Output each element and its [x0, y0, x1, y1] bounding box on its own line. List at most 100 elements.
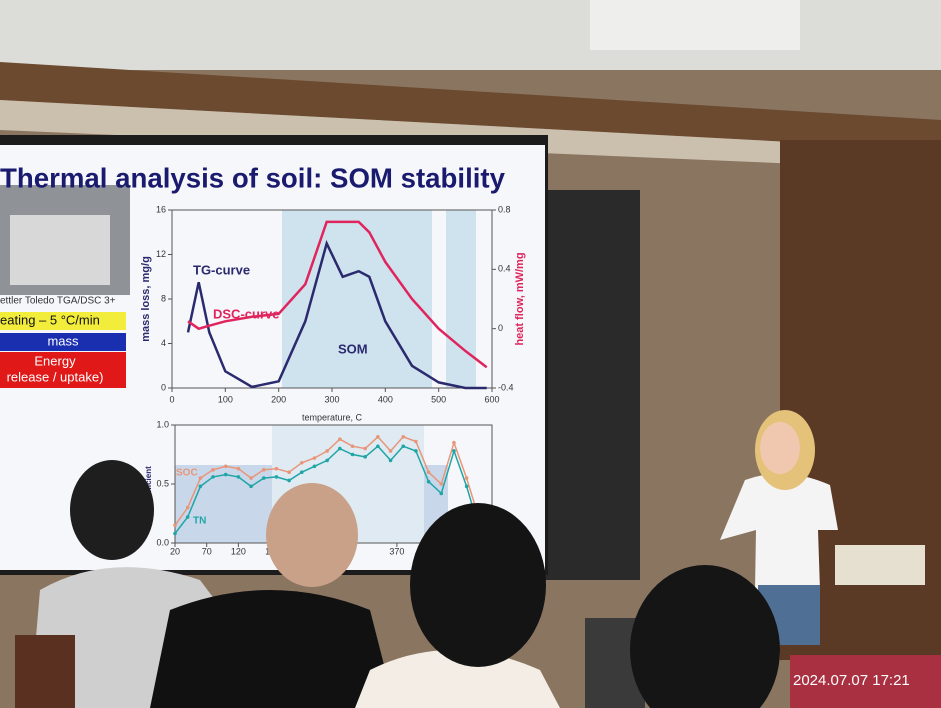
y2-tick-label: 0.4 [498, 264, 511, 274]
point [300, 460, 304, 465]
person-head [70, 460, 154, 560]
person-hair [630, 565, 780, 708]
beam [0, 62, 941, 150]
point [274, 466, 279, 471]
person-shirt [150, 590, 395, 708]
x-tick-label: 370 [389, 546, 404, 556]
point [173, 523, 177, 528]
y2-axis-label: heat flow, mW/mg [514, 252, 526, 345]
x-tick-label: 0 [169, 394, 174, 404]
point [452, 449, 456, 453]
y-tick-label: 12 [156, 249, 166, 259]
point [185, 515, 190, 519]
person-hair [410, 503, 546, 667]
point [414, 449, 418, 453]
point [274, 475, 279, 479]
x-tick-label: 70 [202, 546, 212, 556]
energy-label: Energy [34, 353, 76, 368]
point [211, 475, 215, 479]
point [185, 505, 190, 510]
caption: ettler Toledo TGA/DSC 3+ [0, 296, 116, 307]
point [312, 456, 317, 460]
point [388, 458, 393, 463]
point [426, 479, 431, 484]
point [300, 470, 304, 475]
legend-label: TN [193, 516, 206, 527]
point [312, 464, 317, 469]
point [211, 468, 215, 472]
point [325, 458, 329, 463]
x-tick-label: 200 [271, 394, 286, 404]
point [414, 439, 418, 444]
y-axis-label: oefficient [144, 466, 153, 502]
heating-box [0, 312, 126, 330]
x-tick-label: 100 [218, 394, 233, 404]
energy-box [0, 352, 126, 388]
y-axis-label: mass loss, mg/g [140, 256, 152, 342]
y-tick-label: 4 [161, 338, 166, 348]
point [236, 466, 241, 471]
x-tick-label: 20 [170, 546, 180, 556]
heating-label: eating – 5 °C/min [0, 312, 100, 327]
y2-tick-label: -0.4 [498, 382, 514, 392]
presenter-face [760, 422, 800, 474]
annotation: SOM [338, 341, 368, 356]
point [350, 444, 355, 449]
annotation: TG-curve [193, 262, 250, 277]
y-tick-label: 0.0 [156, 537, 169, 547]
point [363, 446, 368, 451]
point [363, 455, 368, 459]
point [249, 476, 253, 480]
presenter-shirt [720, 473, 838, 590]
annotation: DSC-curve [213, 306, 279, 321]
mass-box [0, 333, 126, 351]
point [401, 444, 406, 449]
screen-frame [540, 190, 640, 580]
point [376, 444, 380, 449]
point [287, 470, 291, 475]
slide-title: Thermal analysis of soil: SOM stability [0, 162, 505, 193]
series-line [186, 239, 487, 390]
point [236, 475, 241, 479]
person-head [266, 483, 358, 587]
y2-tick-label: 0.8 [498, 204, 511, 214]
y-tick-label: 1.0 [156, 419, 169, 429]
point [173, 531, 177, 536]
point [287, 478, 291, 483]
chair [15, 635, 75, 708]
point [439, 491, 444, 496]
point [401, 435, 406, 439]
x-tick-label: 500 [431, 394, 446, 404]
point [325, 449, 329, 453]
x-tick-label: 120 [231, 546, 246, 556]
y-tick-label: 0 [161, 382, 166, 392]
point [223, 464, 228, 469]
point [338, 437, 342, 441]
y2-tick-label: 0 [498, 323, 503, 333]
point [338, 446, 342, 451]
table [790, 655, 941, 708]
energy-sublabel: release / uptake) [7, 369, 104, 384]
point [452, 440, 456, 445]
mass-label: mass [47, 333, 79, 348]
point [426, 470, 431, 475]
point [261, 476, 266, 480]
point [198, 484, 203, 489]
y-tick-label: 16 [156, 204, 166, 214]
x-axis-label: temperature, C [302, 412, 363, 422]
instrument [10, 215, 110, 285]
point [223, 472, 228, 477]
y-tick-label: 8 [161, 293, 166, 303]
point [439, 482, 444, 486]
point [376, 435, 380, 439]
lectern [835, 545, 925, 585]
person-shirt [355, 650, 560, 708]
point [249, 484, 253, 489]
x-tick-label: 600 [484, 394, 499, 404]
x-tick-label: 300 [324, 394, 339, 404]
y-tick-label: 0.5 [156, 478, 169, 488]
series-line [187, 220, 488, 369]
point [388, 449, 393, 453]
point [350, 452, 355, 457]
